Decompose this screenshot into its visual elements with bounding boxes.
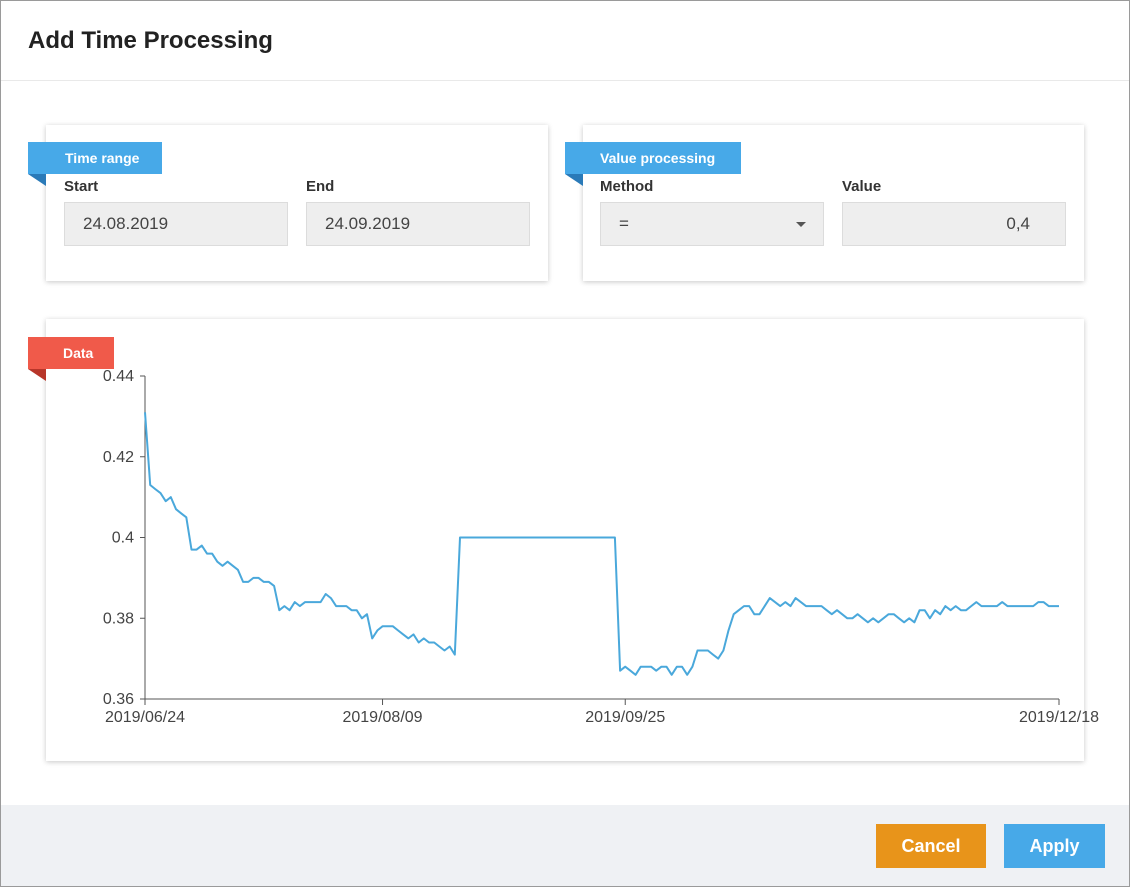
time-range-tag-label: Time range: [65, 150, 140, 166]
dialog-title: Add Time Processing: [28, 27, 273, 54]
value-input-value: 0,4: [1006, 214, 1030, 233]
start-date-field[interactable]: 24.08.2019: [64, 202, 288, 246]
dialog-header: Add Time Processing: [1, 1, 1129, 81]
value-input[interactable]: 0,4: [842, 202, 1066, 246]
dialog-footer: Cancel Apply: [1, 805, 1129, 886]
start-label: Start: [64, 178, 99, 195]
method-label: Method: [600, 178, 654, 195]
data-tag: Data: [28, 337, 114, 381]
cancel-button[interactable]: Cancel: [876, 824, 986, 868]
data-card: Data: [28, 319, 1084, 761]
time-range-tag: Time range: [28, 142, 162, 186]
value-processing-card: Value processing Method = Value 0,4: [565, 125, 1084, 281]
time-range-card: Time range Start 24.08.2019 End 24.09.20…: [28, 125, 548, 281]
value-label: Value: [842, 178, 882, 195]
tag-fold: [28, 369, 46, 381]
method-select-value: =: [619, 214, 629, 233]
tag-fold: [565, 174, 583, 186]
value-processing-tag: Value processing: [565, 142, 741, 186]
end-date-value: 24.09.2019: [325, 214, 411, 233]
end-date-field[interactable]: 24.09.2019: [306, 202, 530, 246]
start-date-value: 24.08.2019: [83, 214, 169, 233]
tag-fold: [28, 174, 46, 186]
chevron-down-icon: [796, 222, 806, 227]
method-select[interactable]: =: [600, 202, 824, 246]
end-label: End: [306, 178, 335, 195]
data-tag-label: Data: [63, 345, 94, 361]
apply-button[interactable]: Apply: [1004, 824, 1105, 868]
value-processing-tag-label: Value processing: [600, 150, 716, 166]
